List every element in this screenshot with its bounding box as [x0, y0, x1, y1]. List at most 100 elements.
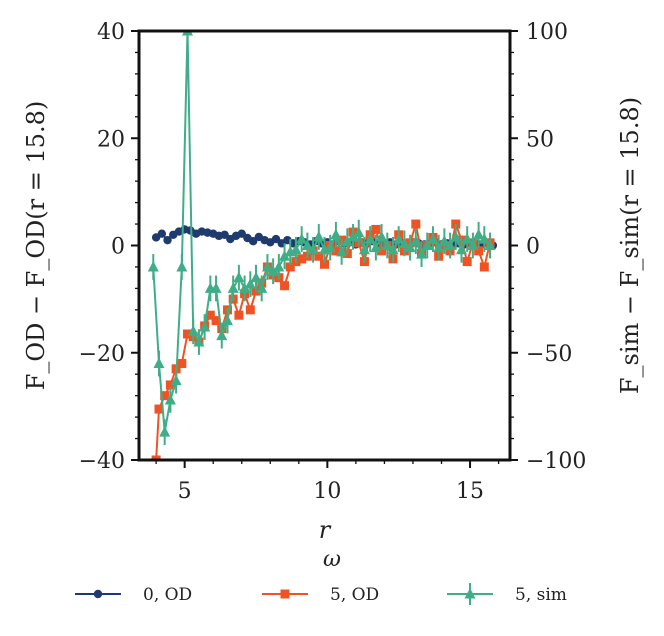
data-point	[176, 260, 188, 272]
data-point	[237, 229, 246, 238]
data-point	[473, 228, 485, 240]
legend-item-1: 5, OD	[262, 585, 379, 605]
data-point	[450, 230, 462, 242]
data-point	[331, 246, 341, 256]
data-point	[250, 271, 262, 283]
data-point	[211, 316, 221, 326]
legend-marker	[280, 589, 290, 599]
data-point	[159, 426, 171, 437]
data-point	[381, 239, 393, 250]
data-point	[474, 246, 484, 256]
data-point	[376, 230, 388, 242]
data-point	[164, 393, 176, 405]
data-point	[163, 235, 172, 245]
data-point	[170, 374, 182, 386]
data-point	[216, 329, 228, 341]
data-point	[307, 243, 319, 255]
data-point	[248, 237, 258, 246]
plot-area	[147, 31, 498, 460]
series-2	[147, 31, 496, 445]
data-point	[320, 259, 329, 269]
data-point	[297, 254, 307, 264]
legend-item-0: 0, OD	[75, 585, 192, 605]
legend-marker	[93, 589, 103, 599]
data-point	[271, 234, 281, 244]
y-right-tick-label: −50	[526, 342, 572, 367]
legend: ω 0, OD 5, OD 5, sim	[75, 547, 567, 605]
data-point	[234, 310, 244, 320]
legend-marker	[464, 588, 476, 599]
data-point	[296, 233, 308, 244]
x-tick-label: 5	[178, 479, 192, 504]
data-point	[280, 281, 290, 291]
data-point	[193, 336, 205, 347]
data-point	[210, 282, 222, 293]
data-point	[314, 251, 324, 261]
y-left-axis-label: F_OD − F_OD(r = 15.8)	[22, 101, 50, 391]
y-right-axis-label: F_sim − F_sim(r = 15.8)	[616, 97, 644, 394]
data-point	[239, 282, 251, 293]
x-tick-label: 15	[456, 479, 484, 504]
data-point	[251, 286, 261, 296]
data-point	[233, 271, 245, 283]
data-point	[461, 233, 473, 244]
data-point	[433, 241, 445, 253]
legend-item-2: 5, sim	[447, 583, 567, 605]
y-left-tick-label: 20	[97, 127, 125, 152]
series-1	[151, 219, 495, 460]
y-left-tick-label: −40	[79, 449, 125, 474]
data-point	[358, 243, 370, 255]
data-point	[313, 230, 325, 242]
data-point	[393, 233, 405, 244]
data-point	[479, 262, 489, 272]
y-right-tick-label: 0	[526, 235, 540, 260]
x-tick-label: 10	[313, 479, 341, 504]
y-right-tick-label: 100	[526, 20, 568, 45]
y-right-tick-label: 50	[526, 127, 554, 152]
data-point	[183, 329, 193, 339]
data-point	[353, 226, 365, 238]
x-axis-label: r	[319, 516, 332, 544]
data-point	[462, 257, 472, 267]
data-point	[478, 233, 490, 244]
data-point	[371, 224, 381, 234]
data-point	[285, 262, 295, 272]
data-point	[165, 380, 175, 390]
data-point	[273, 260, 285, 272]
data-point	[444, 239, 456, 250]
data-point	[221, 314, 233, 326]
data-point	[245, 305, 255, 315]
data-point	[364, 233, 376, 244]
legend-title: ω	[323, 547, 341, 572]
data-point	[484, 239, 496, 250]
data-point	[227, 282, 239, 293]
data-point	[330, 228, 342, 240]
y-left-tick-label: 0	[111, 235, 125, 260]
data-point	[279, 250, 291, 261]
data-point	[177, 358, 187, 368]
data-point	[370, 241, 382, 253]
data-point	[455, 243, 467, 255]
data-point	[398, 237, 410, 248]
data-point	[160, 391, 170, 401]
y-left-tick-label: 40	[97, 20, 125, 45]
data-point	[199, 321, 211, 332]
data-point	[404, 241, 416, 253]
data-point	[220, 230, 229, 239]
data-point	[205, 310, 215, 320]
data-point	[427, 233, 439, 244]
data-point	[147, 260, 159, 272]
data-point	[416, 248, 428, 259]
data-point	[410, 235, 422, 246]
data-point	[267, 265, 279, 276]
data-point	[347, 230, 359, 242]
data-point	[341, 235, 353, 246]
data-point	[421, 239, 433, 250]
data-point	[387, 243, 399, 255]
data-point	[324, 241, 336, 253]
legend-label: 0, OD	[143, 585, 192, 605]
y-right-tick-label: −100	[526, 449, 586, 474]
data-point	[154, 404, 164, 414]
data-point	[336, 245, 348, 257]
